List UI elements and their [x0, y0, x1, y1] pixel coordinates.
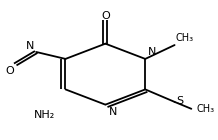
Text: S: S — [177, 96, 184, 106]
Text: N: N — [109, 107, 117, 117]
Text: N: N — [148, 47, 156, 57]
Text: O: O — [5, 66, 14, 76]
Text: CH₃: CH₃ — [176, 33, 194, 43]
Text: CH₃: CH₃ — [197, 104, 215, 114]
Text: O: O — [101, 11, 110, 21]
Text: N: N — [26, 41, 34, 51]
Text: NH₂: NH₂ — [34, 109, 55, 120]
